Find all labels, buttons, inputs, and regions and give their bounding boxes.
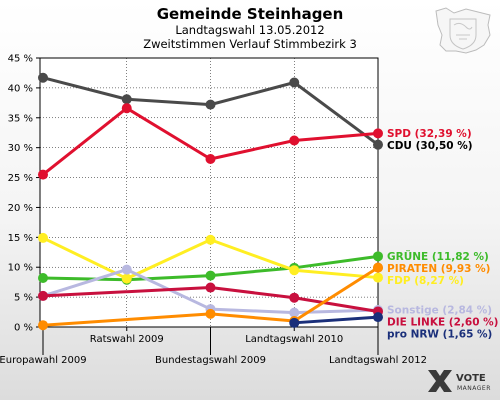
coat-of-arms-icon	[435, 7, 491, 54]
data-point-grüne	[38, 272, 48, 283]
x-tick-label: Landtagswahl 2012	[329, 355, 427, 366]
chart-subtitle-1: Landtagswahl 13.05.2012	[175, 23, 324, 37]
series-layer	[38, 72, 383, 331]
y-tick-label: 45 %	[8, 54, 33, 65]
data-point-fdp	[373, 272, 383, 283]
series-line-orange	[42, 266, 379, 327]
x-tick-label: Ratswahl 2009	[90, 334, 164, 345]
chart-subtitle-2: Zweitstimmen Verlauf Stimmbezirk 3	[143, 37, 357, 51]
y-tick-label: 25 %	[8, 173, 33, 184]
y-tick-label: 20 %	[8, 203, 33, 214]
data-point-cdu	[205, 99, 216, 110]
x-tick-label: Landtagswahl 2010	[245, 334, 343, 345]
data-point-pro-nrw	[289, 317, 300, 328]
data-point-orange	[205, 308, 216, 319]
data-point-cdu	[373, 139, 383, 150]
legend: SPD (32,39 %)CDU (30,50 %) GRÜNE (11,82 %…	[387, 128, 498, 341]
data-point-spd	[289, 135, 300, 146]
data-point-orange	[373, 262, 383, 273]
series-label: PIRATEN (9,93 %)	[387, 263, 490, 275]
data-point-die-linke	[38, 290, 48, 301]
chart-title: Gemeinde Steinhagen	[157, 5, 344, 23]
data-point-die-linke	[289, 292, 300, 303]
x-tick-label: Bundestagswahl 2009	[155, 355, 266, 366]
data-point-spd	[373, 128, 383, 139]
data-point-sonstige	[289, 307, 300, 318]
series-line-die-linke	[42, 286, 379, 313]
series-line-pro-nrw	[294, 315, 379, 325]
series-label: GRÜNE (11,82 %)	[387, 249, 489, 263]
data-point-orange	[38, 320, 48, 331]
data-point-cdu	[289, 77, 300, 88]
data-point-fdp	[38, 232, 48, 243]
series-label: SPD (32,39 %)	[387, 128, 472, 140]
logo-sub: MANAGER	[457, 385, 491, 392]
data-point-die-linke	[205, 282, 216, 293]
y-tick-label: 0 %	[14, 323, 33, 334]
data-point-fdp	[289, 265, 300, 276]
y-tick-label: 30 %	[8, 143, 33, 154]
data-point-spd	[205, 154, 216, 165]
logo-name: VOTE	[456, 373, 486, 384]
y-tick-label: 15 %	[8, 233, 33, 244]
vote-x-logo-icon	[428, 370, 452, 392]
plot-area: 0 % 5 % 10 % 15 % 20 % 25 % 30 % 35 % 40 % 45 % E…	[0, 54, 498, 367]
vote-manager-logo: VOTE MANAGER	[428, 370, 491, 392]
data-point-spd	[121, 103, 132, 114]
data-point-sonstige	[121, 264, 132, 275]
series-label: Sonstige (2,84 %)	[387, 305, 492, 317]
x-tick-label: Europawahl 2009	[0, 355, 87, 366]
data-point-grüne	[205, 270, 216, 281]
data-point-spd	[38, 169, 48, 180]
y-tick-label: 10 %	[8, 263, 33, 274]
data-point-fdp	[205, 234, 216, 245]
series-label: DIE LINKE (2,60 %)	[387, 317, 498, 329]
series-label: FDP (8,27 %)	[387, 275, 464, 287]
data-point-grüne	[373, 251, 383, 262]
series-label: CDU (30,50 %)	[387, 140, 473, 152]
data-point-cdu	[121, 94, 132, 105]
series-label: pro NRW (1,65 %)	[387, 329, 492, 341]
data-point-fdp	[121, 273, 132, 284]
y-tick-label: 5 %	[14, 293, 33, 304]
data-point-cdu	[38, 72, 48, 83]
y-tick-label: 40 %	[8, 83, 33, 94]
y-axis: 0 % 5 % 10 % 15 % 20 % 25 % 30 % 35 % 40 % 45 %	[8, 54, 40, 334]
y-tick-label: 35 %	[8, 113, 33, 124]
data-point-pro-nrw	[373, 312, 383, 323]
